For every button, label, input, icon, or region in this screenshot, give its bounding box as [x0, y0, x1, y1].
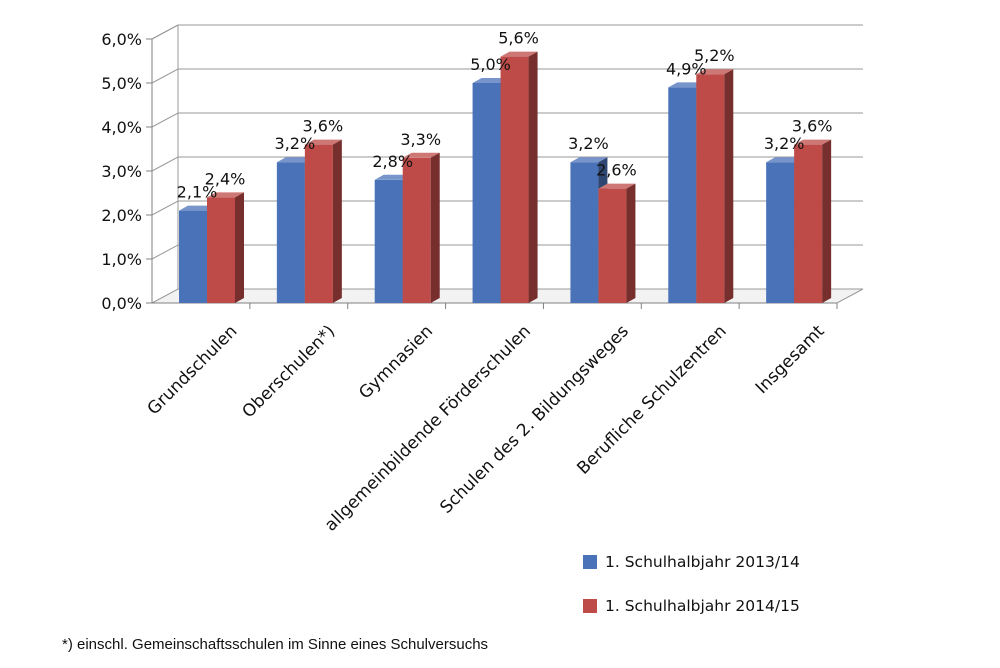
- gridline: [151, 112, 863, 128]
- data-label-1-2: 3,2%: [275, 134, 316, 153]
- data-label-2-2: 3,6%: [303, 117, 344, 136]
- bar-2-1: [207, 192, 244, 303]
- x-tick-label: Gymnasien: [355, 321, 437, 403]
- y-tick-label: 1,0%: [101, 250, 142, 269]
- x-tick-label: Grundschulen: [144, 321, 242, 419]
- data-label-2-6: 5,2%: [694, 46, 735, 65]
- y-tick-label: 5,0%: [101, 74, 142, 93]
- data-label-1-7: 3,2%: [764, 134, 805, 153]
- data-label-1-1: 2,1%: [177, 183, 218, 202]
- data-label-1-3: 2,8%: [372, 152, 413, 171]
- data-label-1-6: 4,9%: [666, 59, 707, 78]
- footnote: *) einschl. Gemeinschaftsschulen im Sinn…: [62, 636, 489, 653]
- x-tick-label: Schulen des 2. Bildungsweges: [436, 321, 632, 517]
- gridline: [151, 156, 863, 172]
- y-tick-label: 4,0%: [101, 118, 142, 137]
- data-label-2-5: 2,6%: [596, 161, 637, 180]
- legend-item-series-2: 1. Schulhalbjahr 2014/15: [583, 597, 800, 615]
- data-label-2-1: 2,4%: [205, 169, 246, 188]
- y-tick-label: 6,0%: [101, 30, 142, 49]
- x-tick-label: Insgesamt: [752, 321, 829, 398]
- legend-label-series-1: 1. Schulhalbjahr 2013/14: [605, 553, 800, 571]
- y-tick-label: 3,0%: [101, 162, 142, 181]
- bar-2-3: [402, 152, 440, 303]
- bars: [179, 51, 832, 304]
- x-tick-label: Oberschulen*): [239, 321, 340, 422]
- bar-2-5: [598, 183, 636, 303]
- data-label-1-5: 3,2%: [568, 134, 609, 153]
- y-tick-label: 0,0%: [101, 294, 142, 313]
- legend-label-series-2: 1. Schulhalbjahr 2014/15: [605, 597, 800, 615]
- data-label-2-4: 5,6%: [498, 29, 539, 48]
- legend-item-series-1: 1. Schulhalbjahr 2013/14: [583, 553, 800, 571]
- y-axis-ticks: 0,0% 1,0% 2,0% 3,0% 4,0% 5,0% 6,0%: [101, 30, 837, 313]
- gridline: [151, 24, 863, 40]
- bar-2-2: [304, 139, 342, 303]
- legend-swatch-series-2: [583, 599, 597, 613]
- bar-2-7: [794, 139, 832, 303]
- gridline: [151, 68, 863, 84]
- data-label-1-4: 5,0%: [470, 55, 511, 74]
- data-label-2-3: 3,3%: [400, 130, 441, 149]
- x-tick-label: allgemeinbildende Förderschulen: [321, 321, 535, 535]
- data-label-2-7: 3,6%: [792, 117, 833, 136]
- legend-swatch-series-1: [583, 555, 597, 569]
- data-labels: 2,1%2,4%3,2%3,6%2,8%3,3%5,0%5,6%3,2%2,6%…: [177, 29, 833, 202]
- bar-2-6: [696, 69, 734, 303]
- bar-2-4: [500, 51, 538, 303]
- y-tick-label: 2,0%: [101, 206, 142, 225]
